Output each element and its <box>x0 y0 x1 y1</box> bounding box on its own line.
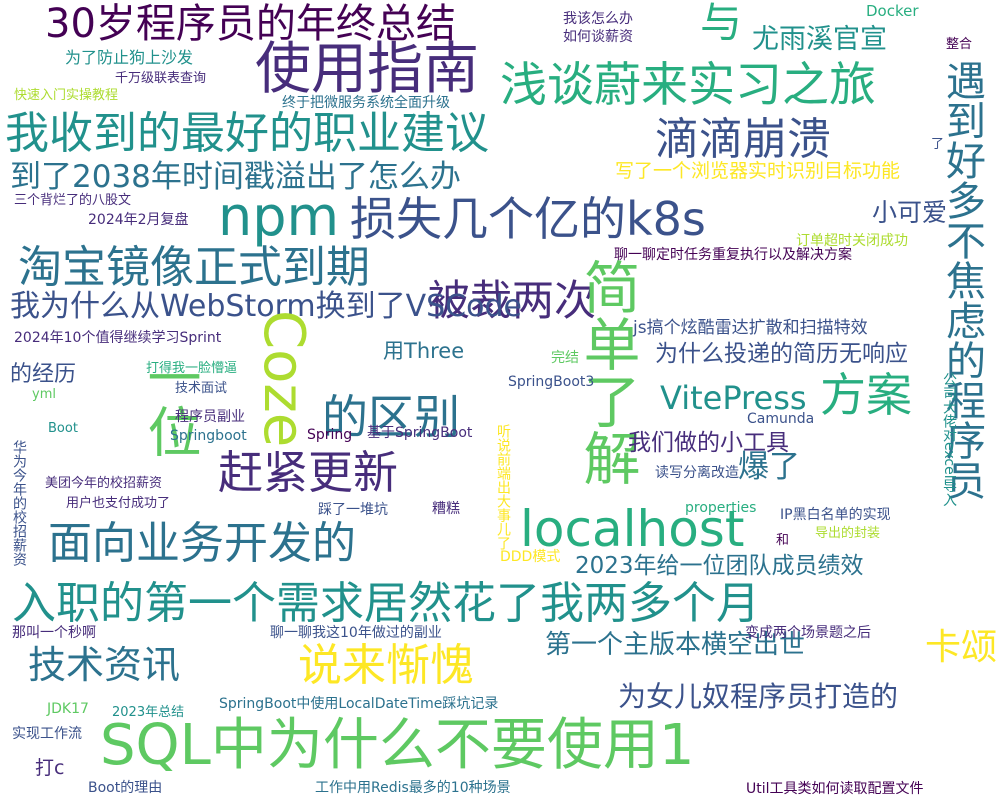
word-bagu: 三个背烂了的八股文 <box>14 193 132 208</box>
word-10nian-fuye: 聊一聊我这10年做过的副业 <box>270 625 442 641</box>
word-excel-daoru: 公司大佬对excel导入 <box>941 372 957 507</box>
word-fuye: 程序员副业 <box>175 409 245 425</box>
word-duxie-fenli: 读写分离改造 <box>655 465 739 481</box>
word-jishu-mianshi: 技术面试 <box>175 381 228 396</box>
word-ddd: DDD模式 <box>500 549 561 565</box>
word-zaogao: 糟糕 <box>432 501 460 517</box>
word-weifuwu: 终于把微服务系统全面升级 <box>282 95 450 111</box>
word-ruzhi-xuqiu: 入职的第一个需求居然花了我两多个月 <box>12 578 760 629</box>
word-camunda: Camunda <box>747 411 815 427</box>
word-2023-zongjie: 2023年总结 <box>112 705 185 720</box>
word-wanjie: 完结 <box>551 350 579 366</box>
word-sql-1: SQL中为什么不要使用1 <box>100 713 695 778</box>
word-nverlu: 为女儿奴程序员打造的 <box>618 680 899 713</box>
word-localhost: localhost <box>520 500 745 558</box>
word-mianxiang-yewu: 面向业务开发的 <box>48 518 356 569</box>
word-jiandan-liaojie: 简单了解 <box>574 258 640 486</box>
word-kasong: 卡颂 <box>925 627 998 668</box>
word-changjingti: 变成两个场景题之后 <box>745 625 871 641</box>
word-xiaokeai: 小可爱 <box>872 198 948 227</box>
word-springboot-lower: Springboot <box>170 428 247 444</box>
word-three: 用Three <box>383 339 465 363</box>
word-tanxinzi: 如何谈薪资 <box>563 29 633 45</box>
word-weilai-shixi: 浅谈蔚来实习之旅 <box>500 58 876 113</box>
word-2024-2-fupan: 2024年2月复盘 <box>88 212 189 228</box>
word-de-jingli: 的经历 <box>10 362 77 387</box>
word-meituan-xiaozhao: 美团今年的校招薪资 <box>45 476 163 491</box>
word-yilian-mengbi: 打得我一脸懵逼 <box>146 361 238 376</box>
word-caikeng: 踩了一堆坑 <box>318 502 388 518</box>
word-zhubanben: 第一个主版本横空出世 <box>545 630 806 660</box>
word-yu: 与 <box>700 0 743 47</box>
word-k8s: 损失几个亿的k8s <box>350 192 706 246</box>
word-le: 了 <box>931 137 945 152</box>
word-localdatetime: SpringBoot中使用LocalDateTime踩坑记录 <box>219 696 499 712</box>
word-redis-changjing: 工作中用Redis最多的10种场景 <box>315 780 511 796</box>
word-2038: 到了2038年时间戳溢出了怎么办 <box>10 159 461 195</box>
word-2024-sprint: 2024年10个值得继续学习Sprint <box>14 330 222 346</box>
word-leida-texiao: js搞个炫酷雷达扩散和扫描特效 <box>633 318 868 338</box>
word-didi-bengkui: 滴滴崩溃 <box>655 114 831 165</box>
word-taobao-jingxiang: 淘宝镜像正式到期 <box>18 242 370 293</box>
word-yiwei: 一位 <box>138 350 201 458</box>
word-2023-jixiao: 2023年给一位团队成员绩效 <box>575 553 864 579</box>
word-youyuxi: 尤雨溪官宣 <box>752 24 887 55</box>
word-bujiaolv: 遇到好多不焦虑的程序员 <box>939 60 985 500</box>
word-shuolai-cankui: 说来惭愧 <box>298 640 474 691</box>
word-qianduan-dashi: 听说前端出大事儿了 <box>495 424 511 550</box>
word-yml: yml <box>32 387 56 402</box>
word-spring: Spring <box>307 427 353 443</box>
word-kuaisu-rumen: 快速入门实操教程 <box>14 88 119 103</box>
word-npm: npm <box>218 185 340 248</box>
word-30sui-nianzhong: 30岁程序员的年终总结 <box>45 1 456 47</box>
word-miao-a: 那叫一个秒啊 <box>12 625 96 641</box>
word-xiaogongju: 我们做的小工具 <box>628 430 789 456</box>
word-jiyu-springboot: 基于SpringBoot <box>367 425 473 441</box>
word-jishu-zixun: 技术资讯 <box>28 643 181 687</box>
word-shiyong-zhinan: 使用指南 <box>255 37 479 102</box>
word-springboot3: SpringBoot3 <box>508 374 595 390</box>
word-ip-heibai: IP黑白名单的实现 <box>780 507 891 523</box>
word-zhiye-jianyi: 我收到的最好的职业建议 <box>5 108 489 159</box>
word-huawei-xiaozhao: 华为今年的校招薪资 <box>11 440 27 566</box>
word-liulanqi-shibie: 写了一个浏览器实时识别目标功能 <box>615 160 901 182</box>
word-fangan: 方案 <box>820 368 912 422</box>
word-zhenghe: 整合 <box>946 37 973 52</box>
word-baole: 爆了 <box>738 449 800 485</box>
word-dingdan-chaoshi: 订单超时关闭成功 <box>796 233 908 249</box>
word-vitepress: VitePress <box>660 379 807 417</box>
word-boot: Boot <box>48 421 78 436</box>
word-docker: Docker <box>866 2 919 20</box>
word-de-qubie: 的区别 <box>322 390 460 444</box>
word-dingshi-renwu: 聊一聊定时任务重复执行以及解决方案 <box>614 247 852 263</box>
word-ganjin-gengxin: 赶紧更新 <box>218 446 399 499</box>
word-webstorm-vscode: 我为什么从WebStorm换到了VSCode <box>10 289 522 324</box>
word-zhifu-chenggong: 用户也支付成功了 <box>66 496 171 511</box>
word-boot-liyou: Boot的理由 <box>88 780 163 796</box>
word-daochu-fengzhuang: 导出的封装 <box>815 526 881 541</box>
word-coze: Coze <box>251 310 316 448</box>
word-beicai: 被裁两次 <box>428 276 597 325</box>
word-he: 和 <box>776 533 790 548</box>
word-jdk17: JDK17 <box>47 701 89 717</box>
word-util-peizhi: Util工具类如何读取配置文件 <box>746 781 924 797</box>
word-jianli-wuxiangying: 为什么投递的简历无响应 <box>655 341 908 367</box>
word-zenmeban: 我该怎么办 <box>563 11 633 27</box>
word-gou-shafa: 为了防止狗上沙发 <box>65 48 194 67</box>
word-da-c: 打c <box>35 757 65 779</box>
word-properties: properties <box>685 500 757 516</box>
word-qianwanji: 千万级联表查询 <box>115 71 207 86</box>
word-gongzuoliu: 实现工作流 <box>12 726 82 742</box>
